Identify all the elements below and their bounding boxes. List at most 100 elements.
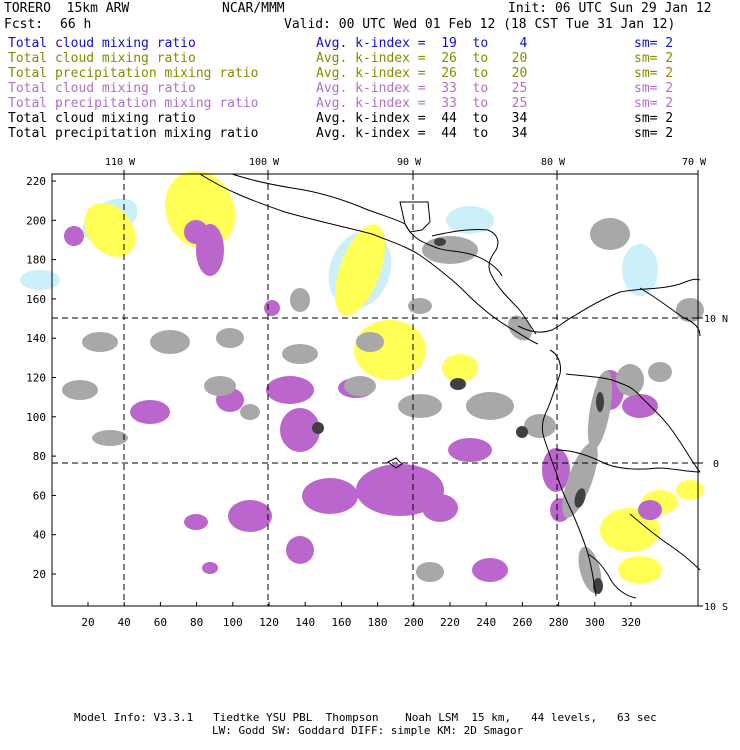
x-grid-index: 180 (368, 616, 388, 629)
dark-ratio-core (596, 392, 604, 412)
yellow-ratio-area (84, 203, 136, 257)
latitude-label: 10 N (704, 314, 728, 325)
gray-ratio-area (240, 404, 260, 420)
gray-ratio-area (398, 394, 442, 418)
purple-ratio-area (448, 438, 492, 462)
purple-ratio-area (280, 408, 320, 452)
light-cloud-area (446, 206, 494, 234)
x-grid-index: 20 (81, 616, 94, 629)
gray-ratio-area (562, 442, 598, 518)
x-grid-index: 140 (295, 616, 315, 629)
map-panel: 110 W 100 W 90 W 80 W 70 W 10 N 0 10 S 220 200 180… (20, 157, 728, 629)
x-grid-index: 220 (440, 616, 460, 629)
purple-ratio-area (202, 562, 218, 574)
y-grid-index: 80 (33, 450, 46, 463)
gray-ratio-area (82, 332, 118, 352)
gray-ratio-area (508, 315, 532, 341)
legend-smoothing: sm= 2 (634, 51, 674, 66)
y-grid-index: 100 (26, 411, 46, 424)
yellow-ratio-area (676, 480, 704, 500)
dark-ratio-core (450, 378, 466, 390)
x-grid-index: 280 (549, 616, 569, 629)
gray-ratio-area (648, 362, 672, 382)
legend-field-label: Total cloud mixing ratio (8, 51, 196, 66)
mixing-ratio-shading (20, 171, 704, 594)
latitude-label: 0 (713, 459, 719, 470)
legend-field-label: Total cloud mixing ratio (8, 81, 196, 96)
purple-ratio-area (472, 558, 508, 582)
longitude-label: 90 W (397, 157, 422, 168)
longitude-label: 70 W (682, 157, 707, 168)
model-title: TORERO 15km ARW (4, 1, 130, 16)
org-label: NCAR/MMM (222, 1, 285, 16)
longitude-label: 80 W (541, 157, 566, 168)
mexico-coast (199, 173, 539, 345)
model-info-line2: LW: Godd SW: Goddard DIFF: simple KM: 2D… (212, 724, 524, 737)
legend-kindex: Avg. k-index = 33 to 25 (316, 96, 528, 111)
legend-smoothing: sm= 2 (634, 96, 674, 111)
legend-kindex: Avg. k-index = 44 to 34 (316, 111, 528, 126)
legend-field-label: Total cloud mixing ratio (8, 36, 196, 51)
bolivia-border (629, 513, 701, 571)
purple-ratio-area (356, 464, 444, 516)
purple-ratio-area (64, 226, 84, 246)
x-grid-index: 260 (512, 616, 532, 629)
axis-ticks: 110 W 100 W 90 W 80 W 70 W 10 N 0 10 S 220 200 180… (26, 157, 728, 629)
legend-smoothing: sm= 2 (634, 36, 674, 51)
gray-ratio-area (216, 328, 244, 348)
yucatan (399, 201, 431, 233)
y-grid-index: 140 (26, 332, 46, 345)
purple-ratio-area (638, 500, 662, 520)
chile-border (587, 553, 637, 599)
legend-kindex: Avg. k-index = 26 to 20 (316, 66, 528, 81)
x-grid-index: 40 (118, 616, 131, 629)
legend-field-label: Total cloud mixing ratio (8, 111, 196, 126)
longitude-label: 100 W (249, 157, 280, 168)
light-cloud-area (20, 270, 60, 290)
x-grid-index: 60 (154, 616, 167, 629)
mexico-inland (231, 173, 406, 225)
gray-ratio-area (466, 392, 514, 420)
yellow-ratio-area (618, 556, 662, 584)
panama (517, 315, 575, 333)
map-frame (51, 173, 699, 607)
forecast-hours: 66 h (60, 17, 92, 32)
purple-ratio-area (196, 224, 224, 276)
purple-ratio-area (184, 514, 208, 530)
longitude-label: 110 W (105, 157, 136, 168)
x-grid-index: 80 (190, 616, 203, 629)
legend-field-label: Total precipitation mixing ratio (8, 96, 259, 111)
legend-kindex: Avg. k-index = 33 to 25 (316, 81, 528, 96)
yellow-ratio-area (335, 224, 385, 316)
y-grid-index: 20 (33, 568, 46, 581)
purple-ratio-area (286, 536, 314, 564)
gray-ratio-area (62, 380, 98, 400)
dark-ratio-core (434, 238, 446, 246)
gray-ratio-area (204, 376, 236, 396)
legend-smoothing: sm= 2 (634, 126, 674, 141)
central-america-border (404, 223, 503, 277)
gray-ratio-area (290, 288, 310, 312)
y-grid-index: 60 (33, 489, 46, 502)
coastline (199, 173, 701, 599)
x-grid-index: 320 (621, 616, 641, 629)
y-grid-index: 40 (33, 529, 46, 542)
purple-ratio-area (264, 300, 280, 316)
gray-ratio-area (408, 298, 432, 314)
caribbean-coast (431, 229, 537, 335)
x-grid-index: 100 (223, 616, 243, 629)
forecast-label: Fcst: (4, 17, 44, 32)
gray-ratio-area (150, 330, 190, 354)
peru-border (555, 449, 701, 473)
model-info-line1: Model Info: V3.3.1 Tiedtke YSU PBL Thomp… (74, 711, 657, 724)
gray-ratio-area (356, 332, 384, 352)
x-grid-index: 160 (331, 616, 351, 629)
dark-ratio-core (516, 426, 528, 438)
gray-ratio-area (676, 298, 704, 322)
dark-ratio-core (574, 488, 586, 508)
x-grid-index: 240 (476, 616, 496, 629)
y-grid-index: 160 (26, 293, 46, 306)
legend-smoothing: sm= 2 (634, 81, 674, 96)
legend-smoothing: sm= 2 (634, 111, 674, 126)
legend-kindex: Avg. k-index = 26 to 20 (316, 51, 528, 66)
